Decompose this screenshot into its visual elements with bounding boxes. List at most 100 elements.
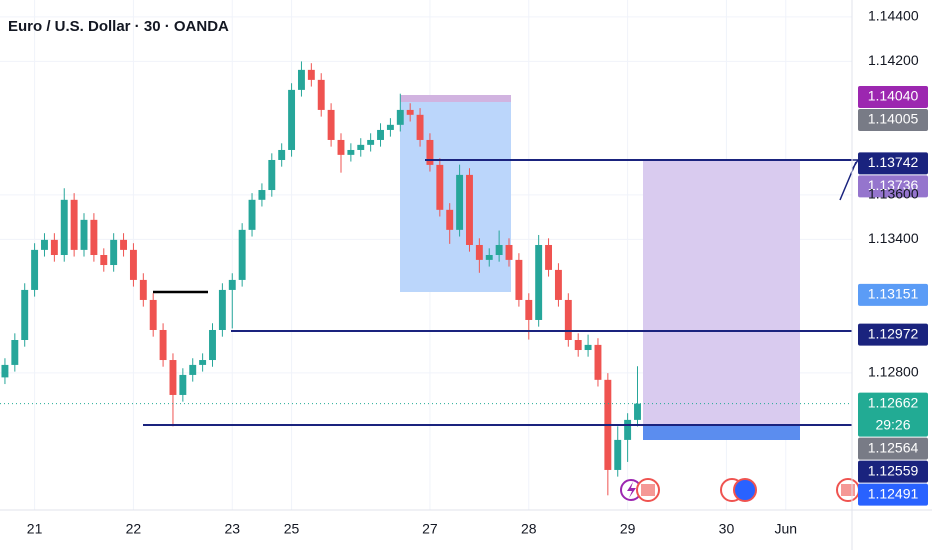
candle-body [248,199,256,230]
price-tag-label: 1.14005 [868,111,919,127]
price-tag [858,483,928,506]
candle-body [288,89,296,150]
target-zone [400,95,511,102]
price-tag [858,109,928,132]
projection-zone [643,160,800,425]
price-tags: 1.14040 1.14005 1.13742 1.13736 1.13151 1.129… [858,86,928,506]
candle-body [515,259,523,300]
candle-body [386,124,394,130]
candle-body [634,403,641,420]
candle-body [545,244,553,270]
candle-body [396,109,404,125]
x-tick-label: Jun [774,521,797,537]
candle-body [624,419,632,440]
candle-body [347,149,355,155]
candle-body [11,340,19,365]
candle-body [436,164,444,210]
candle-body [278,149,286,160]
candle-body [317,79,325,110]
price-tag [858,86,928,109]
candle-body [268,159,276,191]
candle-body [307,69,315,80]
price-tag [858,392,928,437]
candle-body [594,344,602,380]
candle-body [416,114,424,140]
candle-body [31,249,39,290]
candle-body [505,244,513,260]
candle-body [535,244,543,320]
candle-body [525,299,533,320]
candle-body [228,279,236,290]
price-tag-label: 1.13151 [868,286,919,302]
x-tick-label: 21 [27,521,43,537]
candle-body [100,255,108,266]
stop-zone [643,425,800,440]
candle-body [169,360,177,395]
candle-body [129,249,137,280]
x-tick-label: 29 [620,521,636,537]
price-tag-label: 1.12564 [868,439,919,455]
x-tick-label: 25 [284,521,300,537]
candle-body [554,269,562,300]
x-tick-label: 28 [521,521,537,537]
x-tick-label: 30 [719,521,735,537]
candle-body [139,279,147,300]
candle-body [466,174,473,245]
candle-body [564,299,572,340]
event-icons [620,478,860,502]
x-tick-label: 27 [422,521,438,537]
candle-body [327,109,335,140]
y-tick-label: 1.12800 [868,364,919,380]
price-tag [858,323,928,346]
candle-body [357,144,365,150]
candle-body [614,439,622,470]
candle-body [406,109,414,115]
candle-body [110,239,118,266]
candle-body [120,239,128,250]
candle-body [179,374,187,395]
candle-body [367,139,375,145]
candle-body [209,329,216,361]
price-tag [858,175,928,198]
candle-body [446,209,454,230]
candle-body [1,364,9,378]
candle-body [574,340,582,351]
event-icon [627,482,636,498]
price-tag [858,437,928,460]
event-icon [641,484,655,496]
price-tag-label: 1.12662 [868,394,919,410]
candle-body [377,129,384,140]
candle-body [70,199,78,250]
x-tick-label: 22 [126,521,142,537]
candle-body [199,360,207,365]
candle-body [456,174,464,230]
candle-body [60,199,68,255]
price-tag [858,152,928,175]
y-tick-label: 1.13600 [868,186,919,202]
candle-body [50,239,58,255]
price-tag-label: 1.13736 [868,177,919,193]
candle-body [584,344,592,351]
candle-body [485,255,493,260]
countdown: 29:26 [875,416,910,432]
candle-body [41,239,48,250]
candle-body [189,364,197,375]
price-tag-label: 1.12559 [868,462,919,478]
candle-body [426,139,434,165]
candle-body [238,229,246,280]
y-tick-label: 1.14200 [868,52,919,68]
candle-body [297,69,305,90]
candle-body [258,190,266,200]
price-tag [858,460,928,483]
candle-body [90,219,98,255]
price-tag-label: 1.12972 [868,325,919,341]
event-icon [733,478,757,502]
candle-body [495,244,503,255]
price-tag-label: 1.14040 [868,88,919,104]
candles [1,61,641,496]
candle-body [80,219,88,250]
candle-body [159,329,167,361]
candle-body [218,289,226,330]
chart-title: Euro / U.S. Dollar · 30 · OANDA [8,18,229,35]
